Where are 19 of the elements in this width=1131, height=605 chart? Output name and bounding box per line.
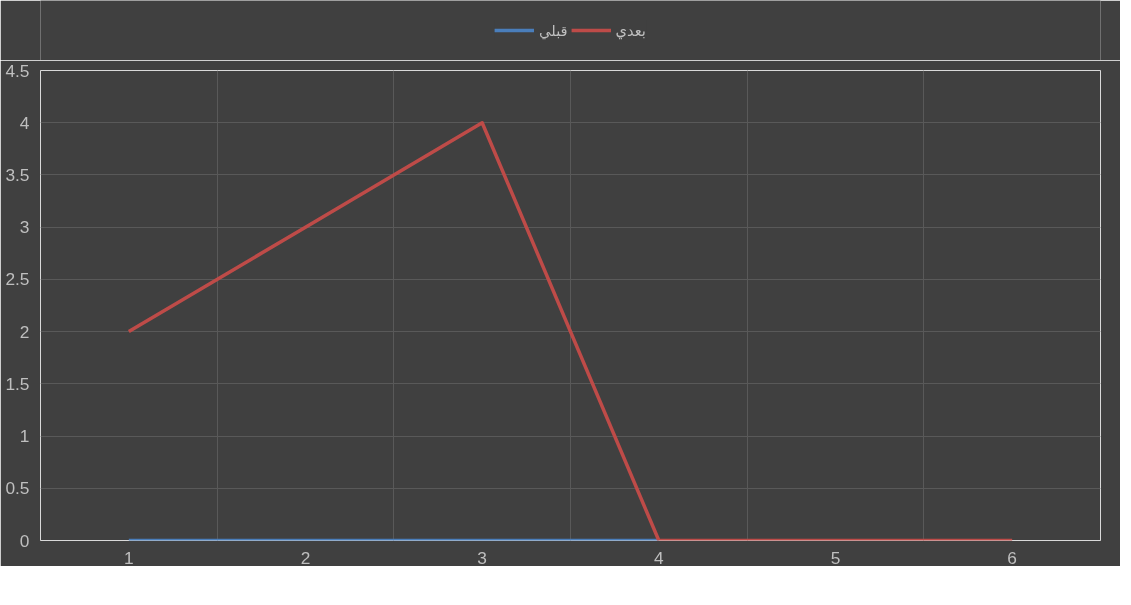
x-tick-label: 5	[830, 547, 841, 568]
y-tick-label: 1	[19, 426, 30, 447]
x-tick-label: 1	[124, 547, 134, 568]
x-tick-label: 3	[477, 547, 487, 568]
x-tick-label: 6	[1007, 547, 1017, 568]
x-tick-label: 4	[654, 547, 665, 568]
y-tick-label: 3.5	[5, 164, 30, 185]
legend-label: بعدي	[615, 21, 646, 39]
y-tick-label: 4.5	[5, 60, 30, 81]
legend-label: قبلي	[539, 21, 568, 39]
y-tick-label: 0	[19, 530, 30, 551]
y-tick-label: 0.5	[5, 478, 30, 499]
x-tick-label: 2	[300, 547, 311, 568]
y-tick-label: 2.5	[5, 269, 30, 290]
y-tick-label: 1.5	[5, 373, 30, 394]
y-tick-label: 3	[19, 217, 30, 238]
line-series	[127, 120, 1014, 541]
y-tick-label: 2	[19, 321, 30, 342]
y-tick-label: 4	[19, 112, 30, 133]
